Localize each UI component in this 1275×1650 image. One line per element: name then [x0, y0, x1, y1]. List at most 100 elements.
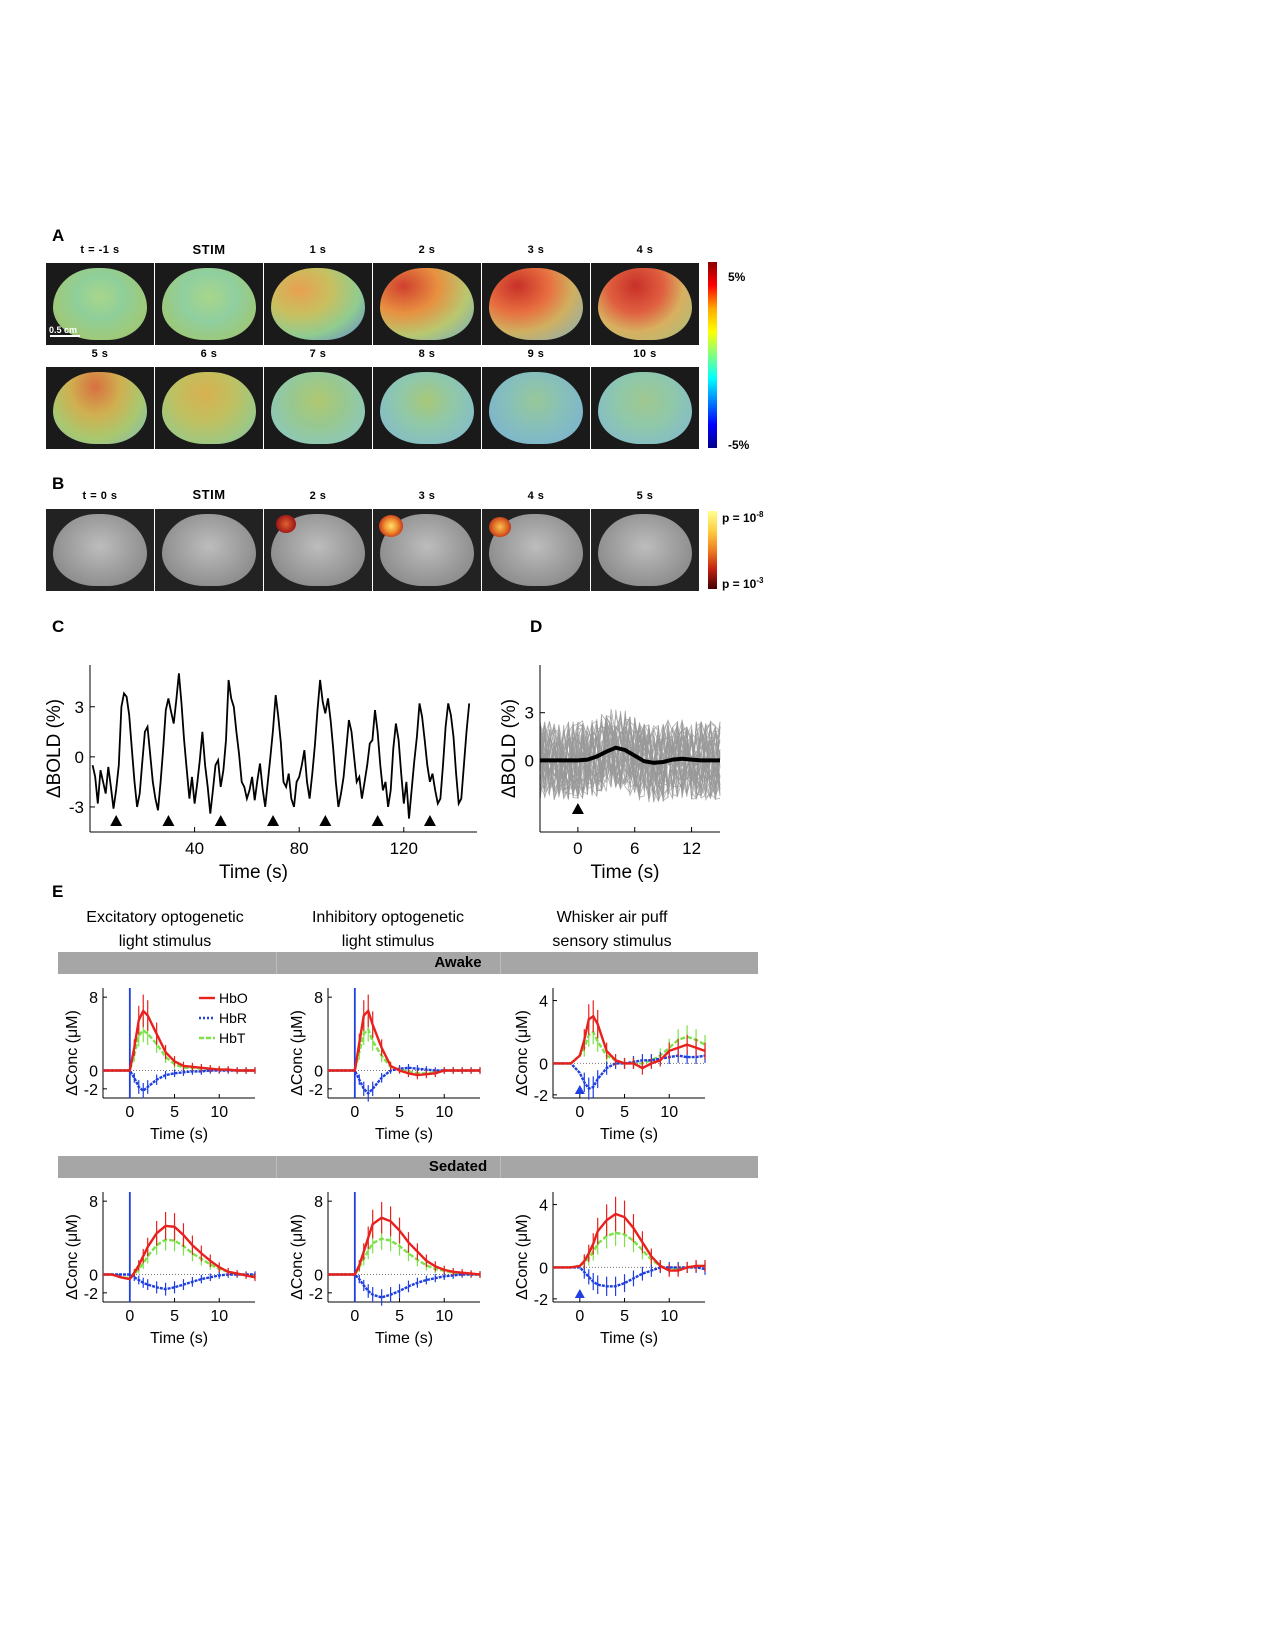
legend-label-hbo: HbO	[219, 990, 248, 1006]
bold-frame	[482, 263, 590, 345]
x-axis-label: Time (s)	[375, 1330, 433, 1347]
x-tick-label: 10	[210, 1308, 228, 1325]
scale-bar	[50, 335, 80, 337]
bold-frame	[264, 367, 372, 449]
x-axis-label: Time (s)	[375, 1126, 433, 1143]
x-tick-label: 10	[660, 1308, 678, 1325]
x-tick-label: 0	[125, 1308, 134, 1325]
bold-frame: 0.5 cm	[46, 263, 154, 345]
x-tick-label: 0	[575, 1308, 584, 1325]
bold-frame	[46, 367, 154, 449]
x-tick-label: 0	[350, 1308, 359, 1325]
trace-hbo	[103, 1224, 256, 1281]
y-tick-label: 0	[89, 1268, 98, 1285]
trace-hbr	[103, 1069, 255, 1093]
trace-hbo	[328, 1216, 481, 1276]
colorbar-b	[708, 511, 717, 589]
x-tick-label: 5	[395, 1104, 404, 1121]
frame-label: 5 s	[91, 348, 109, 360]
x-tick-label: 5	[395, 1308, 404, 1325]
frame-label: 4 s	[636, 244, 654, 256]
trial-trace	[539, 715, 721, 802]
trace-hbo	[103, 1008, 255, 1072]
panel-letter-b: B	[52, 474, 65, 493]
y-tick-label: 3	[525, 704, 534, 723]
activation-blob	[489, 517, 511, 537]
y-axis-label: ΔConc (μM)	[514, 1214, 531, 1300]
y-tick-label: 0	[539, 1260, 548, 1277]
x-tick-label: 0	[350, 1104, 359, 1121]
y-tick-label: -2	[309, 1082, 323, 1099]
trial-trace	[539, 710, 721, 801]
frame-label: 7 s	[309, 348, 327, 360]
p-value-low-label: p = 10-3	[722, 576, 764, 591]
frame-label: STIM	[192, 487, 226, 502]
trace-hbo	[553, 1212, 705, 1272]
stimulus-triangle	[571, 803, 584, 814]
stimulus-triangle	[574, 1085, 585, 1094]
row-header-awake: Awake	[58, 952, 758, 974]
y-tick-label: 0	[525, 751, 534, 770]
x-tick-label: 10	[435, 1308, 453, 1325]
x-tick-label: 5	[620, 1308, 629, 1325]
mean-trace	[540, 745, 720, 765]
frame-label: t = 0 s	[82, 490, 118, 502]
trial-trace	[539, 720, 721, 802]
x-axis-label: Time (s)	[219, 862, 288, 883]
y-tick-label: 8	[314, 990, 323, 1007]
trace-hbo	[553, 1014, 706, 1070]
trial-trace	[539, 714, 721, 800]
y-axis-label: ΔConc (μM)	[64, 1214, 81, 1300]
legend-label-hbt: HbT	[219, 1030, 246, 1046]
trace-hbt	[553, 1231, 705, 1271]
x-tick-label: 120	[390, 839, 418, 858]
x-tick-label: 5	[170, 1104, 179, 1121]
x-axis-label: Time (s)	[591, 862, 660, 883]
bold-frame	[482, 367, 590, 449]
y-tick-label: 0	[89, 1064, 98, 1081]
frame-label: 9 s	[527, 348, 545, 360]
trace-hbo	[328, 1008, 480, 1077]
frame-label: 3 s	[527, 244, 545, 256]
y-tick-label: -2	[84, 1082, 98, 1099]
scale-bar-label: 0.5 cm	[49, 325, 78, 335]
colorbar-a	[708, 262, 717, 448]
x-axis-label: Time (s)	[150, 1330, 208, 1347]
column-title-whisker: Whisker air puff sensory stimulus	[552, 909, 672, 950]
y-axis-label: ΔBOLD (%)	[499, 699, 520, 798]
x-tick-label: 5	[620, 1104, 629, 1121]
chart-c-bold-timeseries: 3 0 -3 40 80 120 Time (s) ΔBOLD (%)	[44, 665, 477, 883]
frame-label: 2 s	[418, 244, 436, 256]
y-tick-label: 8	[89, 990, 98, 1007]
y-tick-label: -2	[534, 1088, 548, 1105]
y-tick-label: 0	[314, 1268, 323, 1285]
trace-hbr	[103, 1273, 255, 1291]
trace-hbr	[328, 1273, 480, 1299]
bold-frame	[591, 367, 699, 449]
panel-letter-d: D	[530, 617, 543, 636]
y-axis-label: ΔConc (μM)	[64, 1010, 81, 1096]
row-header-sedated: Sedated	[58, 1156, 758, 1178]
trial-trace	[539, 720, 721, 798]
frame-label: 8 s	[418, 348, 436, 360]
y-axis-label: ΔBOLD (%)	[44, 699, 65, 798]
y-tick-label: -2	[534, 1292, 548, 1309]
x-axis-label: Time (s)	[150, 1126, 208, 1143]
stimulus-triangle	[214, 815, 227, 826]
frame-label: 5 s	[636, 490, 654, 502]
x-axis-label: Time (s)	[600, 1330, 658, 1347]
x-tick-label: 0	[575, 1104, 584, 1121]
panel-letter-a: A	[52, 226, 65, 245]
frame-label: 2 s	[309, 490, 327, 502]
stimulus-triangle	[574, 1289, 585, 1298]
x-tick-label: 40	[185, 839, 204, 858]
stimulus-triangle	[423, 815, 436, 826]
x-tick-label: 12	[682, 839, 701, 858]
bold-frame	[591, 263, 699, 345]
y-axis-label: ΔConc (μM)	[514, 1010, 531, 1096]
